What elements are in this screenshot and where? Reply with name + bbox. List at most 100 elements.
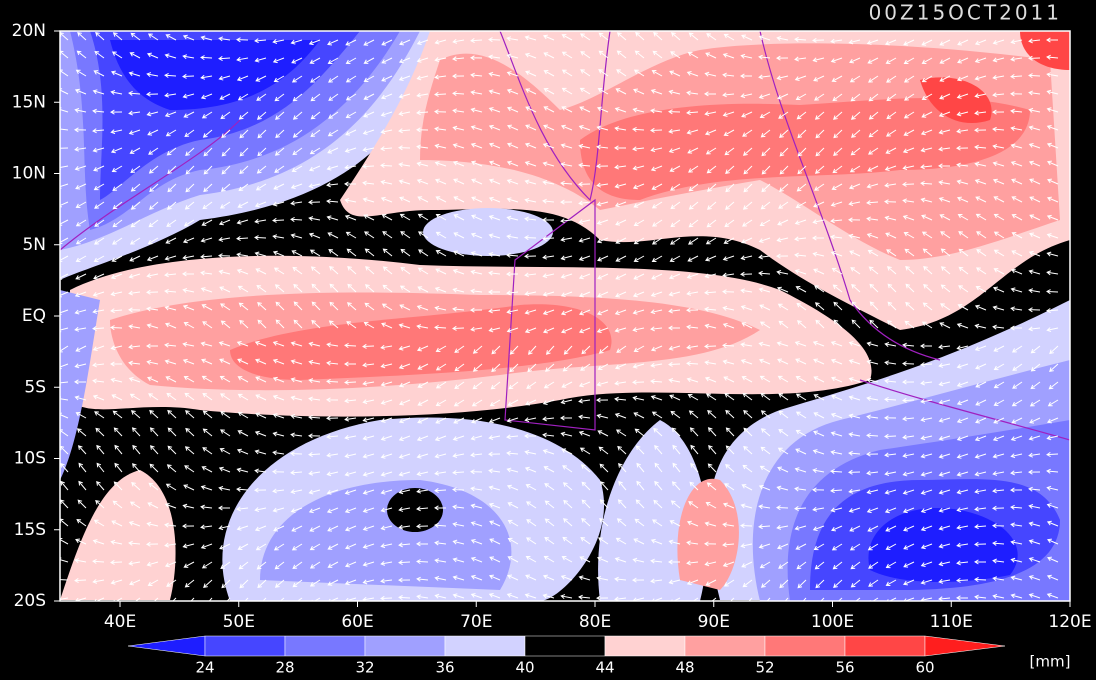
- wind-arrow: [344, 379, 357, 385]
- wind-arrow: [938, 525, 951, 531]
- wind-arrow: [743, 165, 753, 175]
- wind-arrow: [795, 93, 807, 101]
- wind-arrow: [488, 160, 501, 167]
- wind-arrow: [130, 410, 141, 419]
- wind-arrow: [1028, 593, 1041, 599]
- wind-arrow: [671, 481, 681, 491]
- wind-arrow: [830, 376, 843, 383]
- wind-arrow: [743, 409, 753, 419]
- wind-arrow: [903, 579, 915, 586]
- wind-arrow: [689, 481, 699, 491]
- wind-arrow: [74, 146, 87, 152]
- wind-arrow: [668, 325, 681, 331]
- wind-arrow: [974, 435, 987, 442]
- wind-arrow: [633, 255, 645, 262]
- wind-arrow: [650, 378, 663, 384]
- wind-arrow: [149, 409, 159, 419]
- wind-arrow: [939, 57, 951, 64]
- wind-arrow: [794, 56, 807, 62]
- wind-arrow: [760, 392, 771, 401]
- wind-arrow: [75, 219, 87, 227]
- wind-arrow: [164, 522, 177, 528]
- wind-arrow: [722, 561, 735, 568]
- wind-arrow: [128, 307, 141, 313]
- wind-arrow: [560, 415, 573, 421]
- wind-arrow: [921, 214, 933, 221]
- wind-arrow: [1029, 178, 1041, 185]
- wind-arrow: [434, 161, 447, 167]
- wind-arrow: [560, 162, 573, 167]
- wind-arrow: [848, 217, 861, 223]
- wind-arrow: [902, 416, 915, 422]
- wind-arrow: [74, 558, 87, 564]
- wind-arrow: [578, 219, 591, 225]
- wind-arrow: [488, 196, 501, 203]
- wind-arrow: [309, 543, 321, 551]
- wind-arrow: [308, 489, 321, 495]
- wind-arrow: [1010, 522, 1023, 528]
- wind-arrow: [598, 32, 609, 41]
- wind-arrow: [398, 453, 411, 459]
- wind-arrow: [149, 427, 159, 437]
- wind-arrow: [849, 525, 861, 532]
- wind-arrow: [1028, 288, 1041, 294]
- wind-arrow: [1046, 503, 1059, 509]
- wind-arrow: [363, 93, 375, 100]
- wind-arrow: [435, 213, 447, 221]
- wind-arrow: [635, 31, 645, 41]
- wind-arrow: [1046, 124, 1059, 131]
- wind-arrow: [1010, 268, 1023, 275]
- wind-arrow: [686, 540, 699, 546]
- wind-arrow: [239, 319, 249, 329]
- wind-arrow: [992, 57, 1005, 63]
- wind-arrow: [524, 52, 537, 59]
- wind-arrow: [956, 111, 969, 117]
- wind-arrow: [166, 147, 177, 156]
- wind-arrow: [1028, 90, 1041, 96]
- wind-arrow: [1046, 89, 1059, 95]
- wind-arrow: [993, 363, 1005, 371]
- wind-arrow: [291, 525, 303, 532]
- wind-arrow: [830, 431, 843, 437]
- wind-arrow: [398, 489, 411, 495]
- wind-arrow: [344, 214, 357, 221]
- wind-arrow: [292, 266, 303, 275]
- wind-arrow: [130, 183, 141, 192]
- wind-arrow: [167, 409, 177, 419]
- wind-arrow: [256, 93, 267, 101]
- wind-arrow: [201, 304, 213, 311]
- wind-arrow: [650, 578, 663, 584]
- wind-arrow: [75, 69, 87, 77]
- wind-arrow: [362, 453, 375, 459]
- wind-arrow: [326, 507, 339, 514]
- wind-arrow: [153, 597, 159, 601]
- wind-arrow: [128, 90, 141, 96]
- wind-arrow: [938, 363, 951, 368]
- wind-arrow: [653, 31, 663, 41]
- wind-arrow: [579, 106, 591, 113]
- wind-arrow: [310, 129, 321, 138]
- wind-arrow: [218, 236, 231, 242]
- wind-arrow: [272, 450, 285, 456]
- wind-arrow: [866, 216, 879, 222]
- wind-arrow: [1028, 250, 1041, 257]
- wind-arrow: [293, 319, 303, 329]
- wind-arrow: [814, 165, 825, 174]
- wind-arrow: [654, 444, 663, 455]
- wind-arrow: [453, 250, 465, 257]
- wind-arrow: [110, 539, 123, 545]
- wind-arrow: [148, 219, 159, 228]
- wind-arrow: [326, 198, 339, 204]
- wind-arrow: [704, 323, 717, 329]
- wind-arrow: [542, 254, 555, 260]
- wind-arrow: [326, 165, 339, 171]
- wind-arrow: [796, 183, 807, 192]
- wind-arrow: [849, 165, 861, 173]
- wind-arrow: [886, 111, 897, 120]
- wind-arrow: [884, 471, 897, 477]
- wind-arrow: [542, 217, 555, 223]
- wind-arrow: [219, 448, 231, 455]
- wind-arrow: [292, 111, 303, 120]
- wind-arrow: [74, 577, 87, 583]
- wind-arrow: [470, 469, 483, 475]
